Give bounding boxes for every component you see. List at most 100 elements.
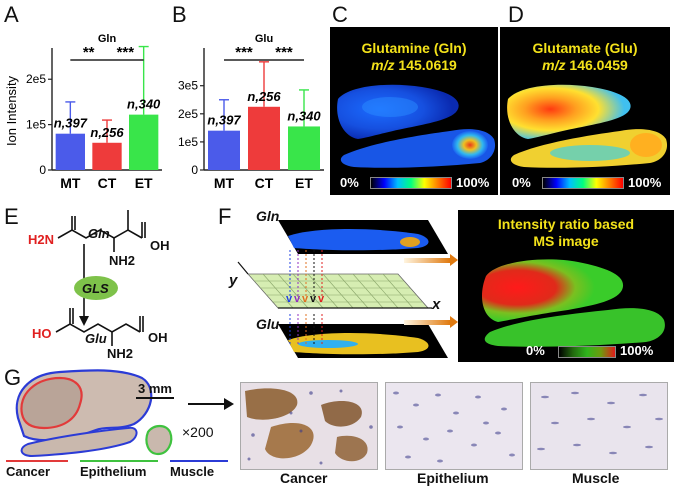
panel-label-f: F	[218, 204, 232, 229]
f-glu-label: Glu	[256, 316, 280, 332]
glu-image-title: Glutamate (Glu)	[532, 40, 638, 56]
glu-tissue-heatmap	[507, 84, 668, 168]
muscle-tissue-texture	[537, 391, 663, 455]
legend-muscle-label: Muscle	[170, 464, 215, 479]
x-axis-label: x	[432, 296, 441, 313]
gln-title: Gln	[98, 33, 117, 45]
glu-bar-mt	[208, 130, 240, 170]
gln-sig-stars: ***	[117, 44, 135, 61]
legend-muscle: Muscle	[170, 460, 228, 479]
gln-xtick-label: ET	[135, 175, 153, 191]
micro-muscle-label: Muscle	[572, 470, 620, 486]
glu-mz-label: m/z	[542, 57, 566, 73]
svg-text:v: v	[286, 293, 293, 305]
panel-label-g: G	[4, 365, 22, 390]
panel-label-b: B	[172, 2, 187, 27]
micro-cancer-label: Cancer	[280, 470, 328, 486]
glu-n-annotation: n,256	[247, 89, 281, 104]
ratio-title-2: MS image	[533, 233, 599, 249]
gln-n-annotation: n,256	[90, 125, 124, 140]
gln-mz-value: 145.0619	[398, 57, 457, 73]
gln-xtick-label: CT	[98, 175, 117, 191]
glu-n-annotation: n,340	[287, 108, 321, 123]
tissue-section-outline	[15, 369, 174, 458]
svg-text:v: v	[318, 293, 325, 305]
magnification-label: ×200	[182, 424, 214, 440]
glu-scale-min: 0%	[512, 175, 531, 190]
glu-xtick-label: ET	[295, 175, 313, 191]
ratio-ms-image: Intensity ratio based MS image 0% 100%	[458, 210, 674, 362]
legend-epithelium: Epithelium	[80, 460, 158, 479]
svg-text:v: v	[310, 293, 317, 305]
ratio-scale-max: 100%	[620, 343, 654, 358]
glu-ms-image: Glutamate (Glu) m/z 146.0459 0% 100%	[500, 27, 670, 195]
glu-mz-value: 146.0459	[569, 57, 628, 73]
gln-sig-stars: **	[83, 44, 95, 61]
gln-bar-et	[129, 114, 159, 170]
gln-mz-label: m/z	[371, 57, 395, 73]
svg-text:v: v	[294, 293, 301, 305]
glu-bar-chart: Glu 0 1e5 2e5 3e5 MT n,397 CT n,256 ET n,340 *** ***	[178, 33, 324, 191]
cancer-tissue-texture	[245, 388, 373, 465]
panel-label-d: D	[508, 2, 524, 27]
gls-enzyme-ellipse	[74, 276, 118, 300]
gln-xtick-label: MT	[60, 175, 81, 191]
legend-epithelium-line	[80, 460, 158, 462]
ratio-colorbar	[558, 346, 616, 358]
svg-text:v: v	[302, 293, 309, 305]
legend-muscle-line	[170, 460, 228, 462]
glu-bar-ct	[248, 106, 280, 170]
legend-epithelium-label: Epithelium	[80, 464, 147, 479]
panel-label-c: C	[332, 2, 348, 27]
gln-ylabel: Ion Intensity	[4, 75, 19, 146]
glu-ytick-label: 3e5	[178, 79, 198, 93]
glu-ytick-label: 1e5	[178, 135, 198, 149]
glu-xtick-label: CT	[255, 175, 274, 191]
glu-colorbar	[542, 177, 624, 189]
gls-enzyme-label: GLS	[82, 281, 109, 296]
gln-oh-label: OH	[150, 238, 170, 253]
gln-scale-max: 100%	[456, 175, 490, 190]
gln-bar-ct	[92, 142, 122, 170]
micrograph-epithelium	[385, 382, 523, 470]
gln-scale-min: 0%	[340, 175, 359, 190]
epithelium-tissue-texture	[393, 391, 515, 463]
glu-sig-stars: ***	[275, 44, 293, 61]
gln-tissue-heatmap	[337, 84, 496, 168]
glu-label: Glu	[85, 331, 107, 346]
legend-cancer-label: Cancer	[6, 464, 51, 479]
gln-image-title: Glutamine (Gln)	[361, 40, 467, 56]
panel-label-a: A	[4, 2, 19, 27]
glu-scale-max: 100%	[628, 175, 662, 190]
glu-ytick-label: 2e5	[178, 107, 198, 121]
glu-n-annotation: n,397	[207, 113, 241, 128]
gln-mz-line: m/z 145.0619	[330, 57, 498, 74]
gln-n-annotation: n,397	[54, 116, 88, 131]
f-gln-label: Gln	[256, 208, 280, 224]
micrograph-cancer	[240, 382, 378, 470]
gln-colorbar	[370, 177, 452, 189]
glu-mz-line: m/z 146.0459	[500, 57, 670, 74]
ratio-scale-min: 0%	[526, 343, 545, 358]
gln-nh2-label: NH2	[109, 253, 136, 268]
legend-cancer: Cancer	[6, 460, 68, 479]
gls-reaction-scheme	[55, 210, 146, 346]
zoom-arrow-icon	[188, 398, 234, 410]
glu-oh-label: OH	[148, 330, 168, 345]
gln-n-annotation: n,340	[127, 97, 161, 112]
micrograph-muscle	[530, 382, 668, 470]
gln-ytick-label: 2e5	[26, 72, 46, 86]
gln-ytick-label: 0	[39, 163, 46, 177]
gln-ms-image: Glutamine (Gln) m/z 145.0619 0% 100%	[330, 27, 498, 195]
acid-ho-label: HO	[32, 326, 52, 341]
panel-label-e: E	[4, 204, 19, 229]
legend-cancer-line	[6, 460, 68, 462]
glu-bar-et	[288, 126, 320, 170]
scale-bar-label: 3 mm	[138, 381, 172, 396]
glu-ytick-label: 0	[191, 163, 198, 177]
ratio-tissue-heatmap	[482, 259, 665, 347]
glu-title: Glu	[255, 33, 273, 45]
ratio-title-1: Intensity ratio based	[497, 216, 635, 232]
glu-nh2-label: NH2	[107, 346, 134, 361]
